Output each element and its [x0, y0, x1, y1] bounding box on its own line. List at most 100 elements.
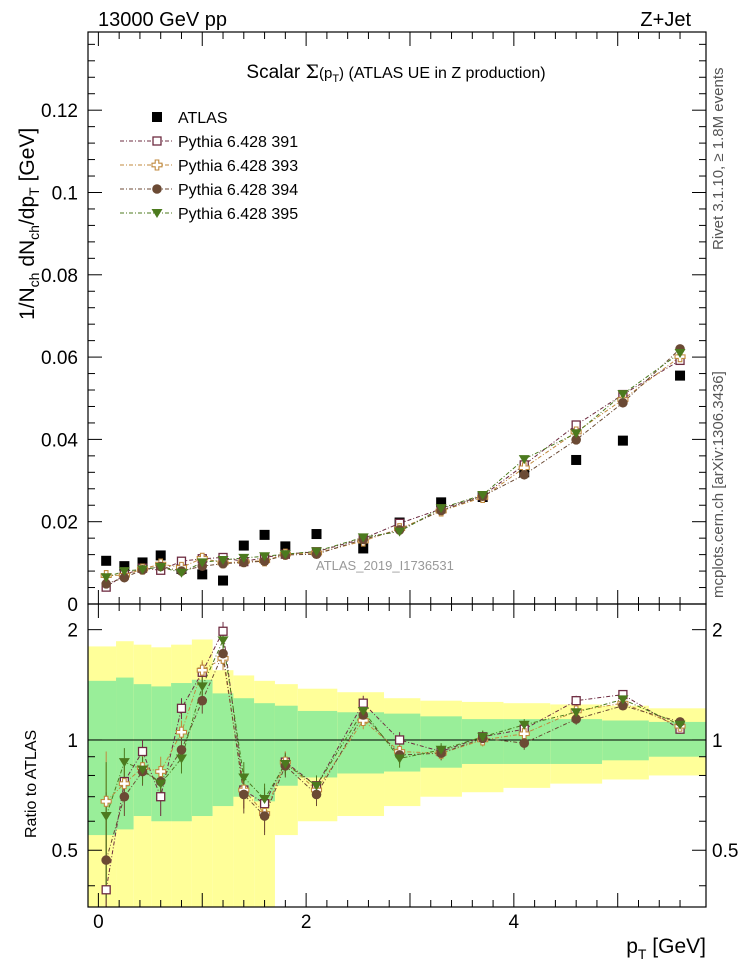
atlas-point [218, 575, 229, 586]
marker-square [358, 543, 369, 554]
atlas-point [101, 555, 112, 566]
ratio-4-point [259, 794, 271, 804]
marker-triangle [477, 490, 489, 500]
marker-square [571, 454, 582, 465]
series-4-point [279, 550, 291, 560]
marker-square-open [218, 626, 228, 636]
ratio-4-point [518, 720, 530, 730]
ratio-1-point [394, 735, 405, 745]
y-tick-label: 0.06 [41, 348, 78, 369]
ratio-tick-label-left: 2 [67, 621, 78, 642]
ratio-2-point [518, 728, 530, 740]
series-3-point [618, 397, 628, 408]
ratio-2-point [100, 795, 112, 807]
series-4-point [518, 455, 530, 465]
series-4-point [311, 547, 323, 557]
chart-title: Scalar Σ(pT) (ATLAS UE in Z production) [246, 61, 545, 85]
x-tick-label: 2 [301, 912, 312, 933]
ratio-3-point [238, 789, 249, 800]
marker-triangle [137, 765, 149, 775]
marker-triangle [674, 348, 686, 358]
marker-circle [197, 695, 208, 706]
marker-triangle [311, 547, 323, 557]
marker-triangle [259, 552, 271, 562]
marker-square-open [156, 792, 166, 802]
band-inner [233, 698, 255, 797]
ratio-4-point [118, 758, 130, 768]
marker-square-open [101, 885, 111, 895]
legend-marker [151, 159, 163, 171]
marker-cross-open [100, 795, 112, 807]
marker-triangle [151, 209, 163, 218]
y-tick-label: 0.1 [52, 183, 78, 204]
atlas-point [617, 435, 628, 446]
legend-entry-4: Pythia 6.428 395 [120, 206, 298, 223]
series-4-point [259, 552, 271, 562]
band-inner [88, 680, 117, 836]
ratio-2-point [175, 726, 188, 738]
ratio-4-point [175, 754, 187, 764]
x-tick-label: 0 [93, 912, 104, 933]
marker-square [152, 112, 162, 122]
marker-triangle [279, 550, 291, 560]
ratio-1-point [218, 626, 228, 636]
marker-circle [176, 744, 187, 755]
marker-circle [101, 579, 111, 589]
marker-triangle [175, 754, 187, 764]
marker-triangle [137, 565, 149, 575]
marker-square [617, 435, 628, 446]
ratio-4-point [279, 759, 291, 769]
atlas-point [238, 540, 249, 551]
marker-circle [119, 791, 130, 802]
series-4-point [238, 553, 250, 563]
ratio-4-point [394, 754, 406, 764]
ratio-4-point [435, 745, 447, 755]
marker-square [218, 575, 229, 586]
series-4-point [196, 558, 208, 568]
band-inner [151, 686, 172, 822]
marker-circle [218, 648, 228, 659]
series-4-point [435, 504, 447, 514]
ratio-plot-frame [87, 603, 707, 908]
ratio-tick-label-left: 0.5 [52, 841, 78, 862]
band-inner [297, 710, 338, 778]
x-axis-label: pT [GeV] [626, 935, 706, 962]
ratio-3-point [197, 695, 208, 706]
band-inner [191, 679, 213, 817]
ratio-tick-label-left: 1 [67, 731, 78, 752]
marker-triangle [570, 708, 582, 718]
marker-square [155, 550, 166, 561]
legend-entry-1: Pythia 6.428 391 [120, 134, 298, 151]
atlas-point [311, 529, 322, 540]
ratio-2-point [196, 664, 208, 676]
band-inner [212, 693, 234, 807]
marker-circle [101, 855, 111, 865]
rivet-label: Rivet 3.1.10, ≥ 1.8M events [710, 68, 727, 251]
marker-square [675, 370, 686, 381]
ratio-4-point [477, 732, 489, 742]
series-4-point [394, 527, 406, 537]
analysis-watermark: ATLAS_2019_I1736531 [316, 558, 454, 573]
marker-triangle [238, 773, 250, 783]
marker-circle [152, 184, 162, 194]
series-line-2 [106, 356, 681, 577]
y-tick-label: 0.04 [41, 430, 78, 451]
marker-cross-open [518, 728, 530, 740]
series-line-3 [106, 348, 681, 585]
legend-marker [152, 184, 162, 194]
ratio-1-point [358, 698, 368, 708]
marker-triangle [175, 568, 187, 578]
ratio-tick-label-right: 0.5 [712, 841, 738, 862]
legend-label-atlas: ATLAS [178, 110, 228, 127]
band-inner [550, 719, 603, 764]
marker-circle [259, 811, 270, 821]
marker-circle [618, 397, 628, 408]
ratio-4-point [137, 765, 149, 775]
atlas-point [675, 370, 686, 381]
marker-triangle [279, 759, 291, 769]
marker-square-open [358, 698, 368, 708]
marker-triangle [118, 758, 130, 768]
band-inner [274, 705, 298, 786]
ratio-4-point [570, 708, 582, 718]
series-3-point [101, 579, 111, 589]
